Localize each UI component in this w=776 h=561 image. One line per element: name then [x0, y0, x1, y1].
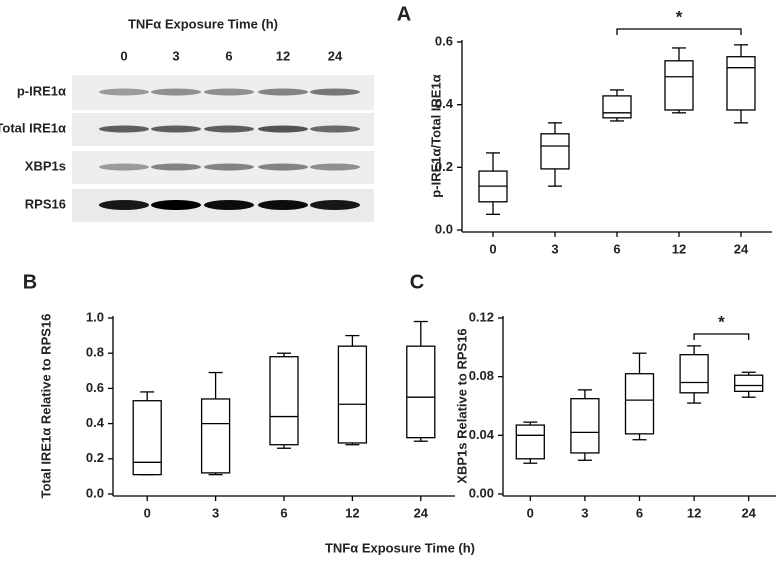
lane-label: 6	[225, 48, 232, 63]
row-label: RPS16	[25, 196, 66, 211]
blot-band	[204, 125, 254, 133]
blot-band	[310, 163, 360, 171]
x-tick-label: 24	[414, 505, 429, 520]
blot-band	[258, 88, 308, 96]
significance-star: *	[718, 312, 725, 331]
x-tick-label: 24	[734, 241, 749, 256]
box	[515, 424, 545, 460]
y-tick-label: 0.6	[435, 33, 453, 48]
significance-bracket	[693, 333, 750, 340]
blot-band	[151, 163, 201, 171]
box	[200, 398, 231, 474]
blot-title: TNFα Exposure Time (h)	[128, 16, 278, 31]
blot-band	[310, 125, 360, 133]
blot-band	[310, 200, 360, 210]
x-tick-label: 12	[345, 505, 359, 520]
blot-band	[151, 200, 201, 210]
box	[624, 373, 655, 435]
y-tick-label: 0.04	[469, 427, 495, 442]
y-tick-label: 0.4	[435, 96, 454, 111]
box	[679, 354, 709, 394]
box	[269, 356, 299, 446]
y-tick-label: 0.0	[435, 221, 453, 236]
y-tick-label: 0.08	[469, 368, 494, 383]
blot-band	[99, 163, 149, 171]
box	[664, 60, 694, 111]
blot-band	[151, 88, 201, 96]
blot-band	[204, 200, 254, 210]
y-tick-label: 0.12	[469, 309, 494, 324]
x-tick-label: 6	[613, 241, 620, 256]
lane-label: 0	[120, 48, 127, 63]
y-tick-label: 0.6	[86, 380, 104, 395]
row-label: XBP1s	[25, 158, 66, 173]
panel-label: A	[397, 3, 411, 25]
blot-band	[151, 125, 201, 133]
significance-star: *	[676, 7, 683, 26]
y-tick-label: 0.00	[469, 485, 494, 500]
blot-band	[99, 200, 149, 210]
box	[132, 400, 162, 476]
x-tick-label: 0	[527, 505, 534, 520]
x-axis-title: TNFα Exposure Time (h)	[325, 540, 475, 555]
panel-label: C	[410, 271, 424, 293]
x-tick-label: 3	[212, 505, 219, 520]
panel-label: B	[23, 271, 37, 293]
blot-band	[258, 163, 308, 171]
y-axis-title: Total IRE1α Relative to RPS16	[38, 314, 53, 499]
box	[406, 345, 436, 439]
lane-label: 3	[172, 48, 179, 63]
blot-strip	[72, 151, 374, 184]
row-label: Total IRE1α	[0, 120, 66, 135]
western-blot: TNFα Exposure Time (h)	[72, 16, 374, 222]
blot-band	[258, 200, 308, 210]
x-tick-label: 0	[489, 241, 496, 256]
x-tick-label: 12	[687, 505, 701, 520]
x-tick-label: 3	[551, 241, 558, 256]
x-tick-label: 6	[280, 505, 287, 520]
y-tick-label: 0.2	[435, 159, 453, 174]
blot-band	[258, 125, 308, 133]
blot-band	[204, 163, 254, 171]
x-tick-label: 24	[741, 505, 756, 520]
x-tick-label: 12	[672, 241, 686, 256]
lane-label: 12	[276, 48, 290, 63]
x-tick-label: 0	[144, 505, 151, 520]
lane-label: 24	[328, 48, 343, 63]
box	[337, 345, 368, 444]
box	[540, 133, 570, 170]
y-tick-label: 1.0	[86, 309, 104, 324]
x-tick-label: 3	[581, 505, 588, 520]
row-label: p-IRE1α	[17, 83, 66, 98]
box	[570, 398, 600, 454]
y-tick-label: 0.4	[86, 415, 105, 430]
y-tick-label: 0.0	[86, 485, 104, 500]
y-axis-title: XBP1s Relative to RPS16	[454, 328, 469, 483]
y-axis-title: p-IRE1α/Total IRE1α	[428, 74, 443, 197]
box	[734, 374, 764, 392]
y-tick-label: 0.2	[86, 450, 104, 465]
x-tick-label: 6	[636, 505, 643, 520]
blot-band	[99, 88, 149, 96]
significance-bracket	[616, 28, 742, 35]
blot-band	[204, 88, 254, 96]
y-tick-label: 0.8	[86, 345, 104, 360]
blot-band	[310, 88, 360, 96]
blot-band	[99, 125, 149, 133]
box	[602, 95, 632, 119]
box	[726, 56, 756, 111]
